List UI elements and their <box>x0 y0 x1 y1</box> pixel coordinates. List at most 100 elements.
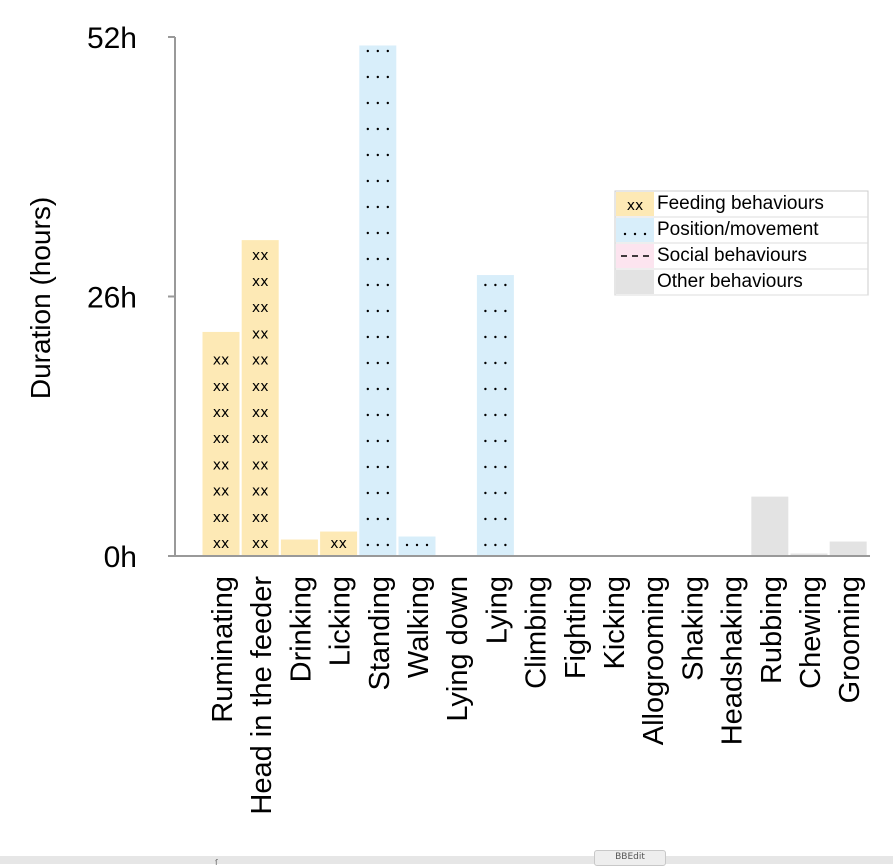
bar-pattern-mark: xx <box>252 536 269 552</box>
bar-pattern-dot <box>386 517 389 521</box>
x-tick-label: Headshaking <box>717 576 749 745</box>
bar-pattern-dot <box>425 543 429 547</box>
bar-pattern-dot <box>484 491 487 495</box>
x-labels-layer: Ruminating Head in the feeder Drinking Lick… <box>207 576 866 815</box>
bar-pattern-mark: xx <box>213 457 230 473</box>
bar-pattern-dot <box>386 491 389 495</box>
bar-pattern-mark: xx <box>213 510 230 526</box>
bar-pattern-mark: xx <box>252 405 269 421</box>
bar-pattern-dot <box>366 335 369 339</box>
bar-pattern-dot <box>386 361 389 365</box>
bar-pattern-mark: xx <box>252 484 269 500</box>
bar-rect <box>279 538 319 557</box>
bar-pattern-dot <box>366 309 369 313</box>
bar-pattern-dot <box>376 465 379 469</box>
x-tick-label: Chewing <box>795 576 827 689</box>
bar-pattern-dot <box>366 491 369 495</box>
legend-label: Position/movement <box>657 219 819 240</box>
bar-pattern-dot <box>484 387 487 391</box>
bar-pattern-dot <box>386 49 389 53</box>
bar-pattern-dot <box>494 491 497 495</box>
bar-drinking <box>279 538 319 557</box>
y-tick-label: 26h <box>87 282 137 315</box>
bar-pattern-dot <box>494 361 497 365</box>
bar-pattern-dot <box>376 543 379 547</box>
bar-pattern-dot <box>484 283 487 287</box>
bar-pattern-dot <box>484 439 487 443</box>
bar-pattern-dot <box>366 517 369 521</box>
bar-pattern-dot <box>504 387 507 391</box>
x-tick-label: Head in the feeder <box>246 576 278 815</box>
bar-pattern-dot <box>386 439 389 443</box>
bar-pattern-dot <box>366 231 369 235</box>
bar-pattern-mark: xx <box>252 431 269 447</box>
bar-pattern-dot <box>484 543 487 547</box>
bar-pattern-dot <box>376 75 379 79</box>
bar-pattern-dot <box>386 179 389 183</box>
bar-pattern-dot <box>386 75 389 79</box>
bar-pattern-dot <box>376 127 379 131</box>
legend-swatch-pattern <box>633 232 637 236</box>
bar-pattern-dot <box>484 361 487 365</box>
bar-pattern-dot <box>376 257 379 261</box>
bar-licking: xx <box>319 530 359 557</box>
legend-item-position: Position/movement <box>615 218 868 244</box>
bar-pattern-mark: xx <box>252 248 269 264</box>
bar-pattern-mark: xx <box>213 484 230 500</box>
legend-swatch <box>616 270 654 294</box>
bar-pattern-dot <box>504 465 507 469</box>
bar-pattern-dot <box>504 543 507 547</box>
bar-pattern-mark: xx <box>252 300 269 316</box>
bar-pattern-dot <box>494 335 497 339</box>
x-tick-label: Ruminating <box>207 576 239 723</box>
legend-item-social: Social behaviours <box>615 244 868 270</box>
bar-pattern-mark: xx <box>252 379 269 395</box>
bar-pattern-dot <box>366 127 369 131</box>
x-tick-label: Allogrooming <box>638 576 670 745</box>
bar-pattern-dot <box>366 179 369 183</box>
legend-swatch-pattern <box>643 232 647 236</box>
bar-pattern-mark: xx <box>213 379 230 395</box>
bar-pattern-dot <box>386 231 389 235</box>
legend-label: Other behaviours <box>657 271 803 292</box>
bar-pattern-dot <box>386 257 389 261</box>
bar-pattern-dot <box>386 335 389 339</box>
bar-pattern-dot <box>494 387 497 391</box>
bar-pattern-dot <box>504 309 507 313</box>
bar-pattern-dot <box>376 49 379 53</box>
bar-rect <box>358 44 398 557</box>
x-tick-label: Rubbing <box>756 576 788 684</box>
bar-pattern-dot <box>415 543 419 547</box>
bar-pattern-dot <box>366 439 369 443</box>
bar-rubbing <box>750 495 790 557</box>
bar-pattern-mark: xx <box>252 326 269 342</box>
legend-label: Social behaviours <box>657 245 807 266</box>
y-axis-label: Duration (hours) <box>25 197 56 399</box>
bar-pattern-dot <box>504 361 507 365</box>
x-tick-label: Drinking <box>285 576 317 682</box>
bar-pattern-dot <box>366 387 369 391</box>
legend-item-other: Other behaviours <box>615 270 868 296</box>
bar-pattern-dot <box>366 361 369 365</box>
legend: xx Feeding behaviours Position/movement Soc… <box>614 190 869 296</box>
bar-pattern-dot <box>366 153 369 157</box>
bar-pattern-dot <box>494 283 497 287</box>
x-tick-label: Lying down <box>442 576 474 722</box>
legend-swatch-pattern <box>623 232 627 236</box>
bar-pattern-dot <box>484 413 487 417</box>
bar-pattern-dot <box>386 543 389 547</box>
bar-pattern-dot <box>376 231 379 235</box>
bar-pattern-dot <box>504 283 507 287</box>
bar-pattern-dot <box>386 413 389 417</box>
bar-pattern-mark: xx <box>252 353 269 369</box>
bar-pattern-dot <box>366 413 369 417</box>
x-tick-label: Licking <box>325 576 357 666</box>
legend-item-feeding: xx Feeding behaviours <box>615 192 868 218</box>
bar-pattern-dot <box>376 205 379 209</box>
bar-pattern-mark: xx <box>330 536 347 552</box>
legend-label: Feeding behaviours <box>657 193 824 214</box>
bar-pattern-dot <box>366 257 369 261</box>
bar-pattern-dot <box>504 517 507 521</box>
bar-pattern-dot <box>376 387 379 391</box>
